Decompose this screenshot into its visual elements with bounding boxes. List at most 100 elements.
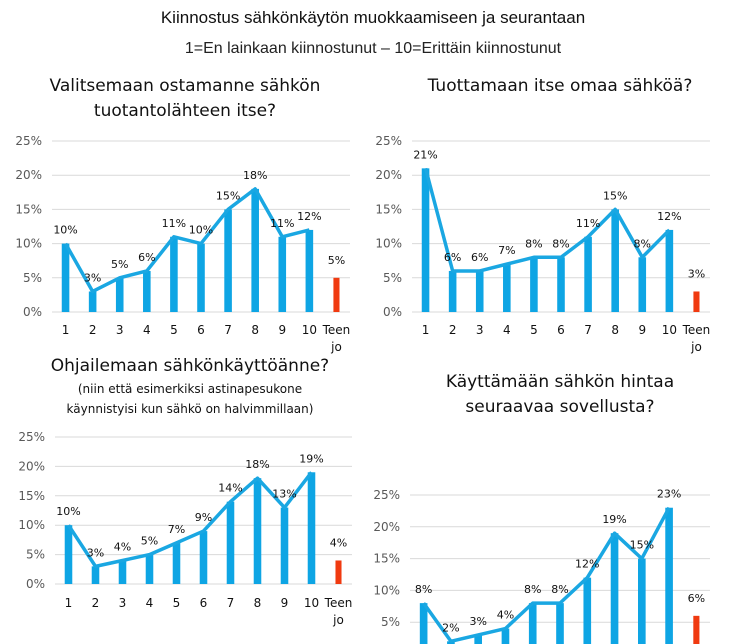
- chart-1-title-line: tuotantolähteen itse?: [93, 101, 277, 121]
- data-label: 12%: [575, 558, 599, 571]
- data-label: 19%: [602, 513, 626, 526]
- bar-9: [638, 257, 647, 312]
- x-tick-label: 6: [200, 596, 208, 610]
- data-label: 8%: [525, 237, 542, 250]
- x-tick-label: 6: [557, 323, 565, 337]
- y-tick-label: 10%: [15, 237, 42, 251]
- bar-5: [530, 257, 538, 312]
- chart-2-title-line: Tuottamaan itse omaa sähköä?: [427, 76, 693, 96]
- y-tick-label: 20%: [373, 520, 400, 534]
- x-tick-label: 7: [224, 323, 232, 337]
- bar-4: [143, 270, 151, 312]
- data-label: 5%: [141, 535, 158, 548]
- bar-5: [170, 236, 178, 312]
- data-label: 15%: [216, 189, 240, 202]
- data-label: 18%: [243, 169, 267, 182]
- y-tick-label: 5%: [23, 271, 42, 285]
- data-label: 13%: [272, 488, 296, 501]
- y-tick-label: 20%: [375, 168, 402, 182]
- bar-10: [307, 472, 316, 584]
- x-tick-label: 2: [449, 323, 457, 337]
- bar-10: [305, 229, 314, 312]
- x-tick-label: 4: [146, 596, 154, 610]
- data-label: 10%: [53, 224, 77, 237]
- bar-6: [557, 257, 565, 312]
- trend-line: [422, 506, 671, 644]
- trend-line: [423, 167, 671, 273]
- x-tick-label: 8: [254, 596, 262, 610]
- x-tick-label: jo: [332, 613, 344, 627]
- x-tick-label: 2: [89, 323, 97, 337]
- data-label: 19%: [299, 452, 323, 465]
- bar-6: [199, 531, 208, 584]
- x-tick-label: 10: [304, 596, 319, 610]
- chart-4-price-app: 0%5%10%15%20%25%8%2%3%4%8%8%12%19%15%23%…: [373, 488, 710, 644]
- y-tick-label: 10%: [375, 237, 402, 251]
- data-label: 14%: [218, 482, 242, 495]
- bar-2: [88, 291, 97, 312]
- y-tick-label: 20%: [18, 459, 45, 473]
- chart-2-title: Tuottamaan itse omaa sähköä?: [380, 74, 740, 99]
- data-label: 4%: [497, 609, 514, 622]
- data-label: 7%: [498, 244, 515, 257]
- data-label: 4%: [114, 540, 131, 553]
- chart-3-note-line: käynnistyisi kun sähkö on halvimmillaan): [66, 402, 314, 416]
- y-tick-label: 10%: [373, 583, 400, 597]
- bar-7: [224, 209, 232, 312]
- y-tick-label: 5%: [26, 548, 45, 562]
- x-tick-label: 3: [116, 323, 124, 337]
- x-tick-label: 7: [227, 596, 235, 610]
- chart-3-note-line: (niin että esimerkiksi astinapesukone: [77, 382, 303, 396]
- data-label: 8%: [415, 583, 432, 596]
- bar-5: [172, 542, 181, 584]
- x-tick-label: 5: [530, 323, 538, 337]
- data-label: 3%: [688, 267, 705, 280]
- bar-4: [501, 628, 510, 644]
- y-tick-label: 5%: [383, 271, 402, 285]
- bar-8: [610, 533, 619, 644]
- bar-1: [61, 243, 70, 312]
- bar-7: [583, 577, 592, 644]
- main-title: Kiinnostus sähkönkäytön muokkaamiseen ja…: [160, 8, 586, 27]
- bar-6: [197, 243, 205, 312]
- trend-line: [67, 471, 313, 569]
- data-label: 5%: [111, 258, 128, 271]
- bar-teen-jo: [333, 277, 340, 312]
- data-label: 9%: [195, 511, 212, 524]
- data-label: 8%: [524, 583, 541, 596]
- x-tick-label: 7: [584, 323, 592, 337]
- y-tick-label: 25%: [15, 134, 42, 148]
- data-label: 10%: [56, 505, 80, 518]
- data-label: 15%: [630, 539, 654, 552]
- data-label: 8%: [552, 237, 569, 250]
- scale-subtitle: 1=En lainkaan kiinnostunut – 10=Erittäin…: [184, 40, 562, 57]
- bar-teen-jo: [693, 615, 700, 644]
- bar-7: [584, 236, 592, 312]
- chart-1-production-source: 0%5%10%15%20%25%10%3%5%6%11%10%15%18%11%…: [15, 134, 350, 354]
- x-tick-label: 9: [638, 323, 646, 337]
- bar-3: [118, 560, 127, 584]
- data-label: 21%: [413, 148, 437, 161]
- data-label: 6%: [138, 251, 155, 264]
- data-label: 23%: [657, 488, 681, 501]
- bar-10: [665, 229, 674, 312]
- x-tick-label: 3: [119, 596, 127, 610]
- x-tick-label: 1: [62, 323, 70, 337]
- y-tick-label: 15%: [15, 202, 42, 216]
- data-label: 10%: [189, 224, 213, 237]
- bar-3: [474, 634, 482, 644]
- bar-4: [145, 554, 154, 584]
- data-label: 8%: [551, 583, 568, 596]
- bar-2: [91, 566, 100, 584]
- x-tick-label: 3: [476, 323, 484, 337]
- data-label: 11%: [576, 217, 600, 230]
- data-label: 2%: [442, 621, 459, 634]
- x-tick-label: Teen: [324, 596, 353, 610]
- y-tick-label: 15%: [373, 552, 400, 566]
- data-label: 12%: [297, 210, 321, 223]
- bar-1: [421, 168, 430, 312]
- data-label: 6%: [471, 251, 488, 264]
- y-tick-label: 0%: [26, 577, 45, 591]
- bar-5: [528, 603, 537, 644]
- bar-8: [251, 188, 259, 312]
